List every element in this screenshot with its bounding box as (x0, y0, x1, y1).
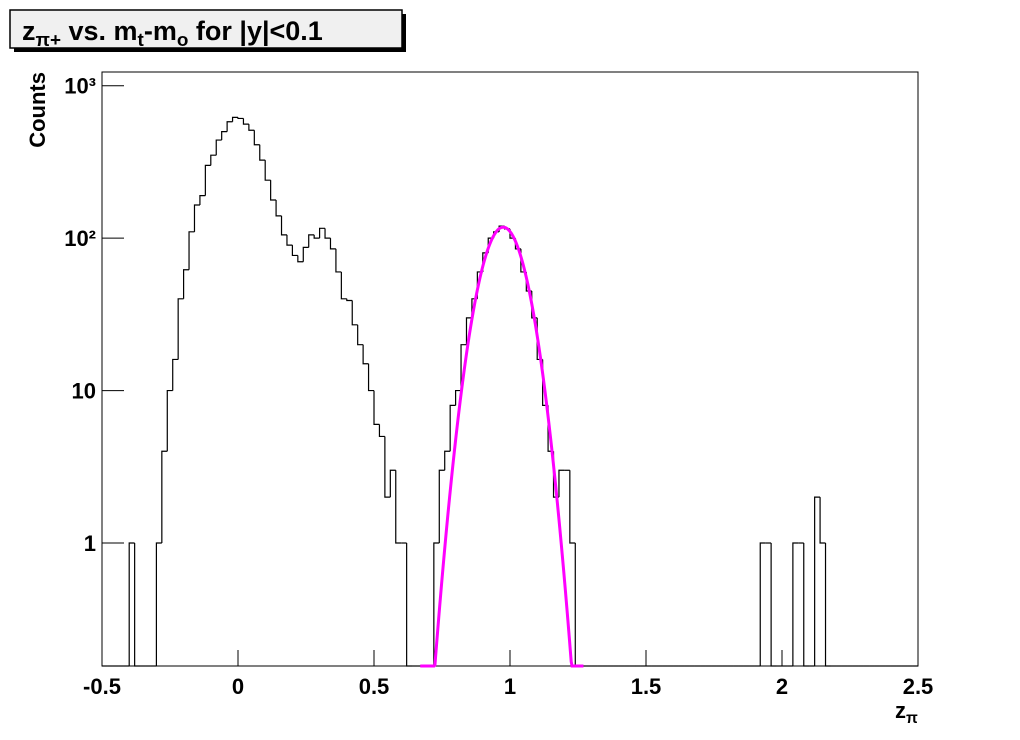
histogram-bin (177, 298, 184, 360)
histogram-bin (259, 144, 266, 161)
histogram-bin (199, 195, 206, 205)
histogram-bin (215, 139, 222, 156)
x-tick-label: 0.5 (359, 674, 390, 699)
histogram-bin (357, 324, 364, 346)
y-axis-label: Counts (25, 72, 50, 148)
title-part: for |y|<0.1 (188, 16, 322, 46)
histogram-bin (286, 234, 293, 246)
histogram-bin (324, 228, 331, 239)
histogram-bin (237, 117, 244, 120)
x-label-part: z (895, 698, 906, 723)
histogram-bin (455, 389, 462, 406)
histogram-bin (384, 436, 391, 498)
histogram-bin (297, 255, 304, 263)
title-box (9, 9, 403, 49)
histogram-bin (210, 154, 217, 166)
histogram-bin (166, 389, 173, 452)
title-part: vs. m (61, 16, 138, 46)
histogram-bin (329, 238, 336, 250)
y-tick-label: 10 (72, 379, 96, 404)
histogram-bin (449, 404, 456, 452)
title-part: -m (144, 16, 177, 46)
histogram-bin (438, 469, 445, 544)
histogram-bin (803, 543, 810, 667)
y-tick-label: 1 (84, 531, 96, 556)
histogram-bin (155, 542, 162, 666)
histogram-bin (193, 204, 200, 232)
histogram-bin (814, 496, 821, 666)
histogram-bin (367, 363, 374, 392)
histogram-bin (128, 542, 135, 666)
x-tick-label: 1 (504, 674, 516, 699)
histogram-bin (188, 231, 195, 270)
histogram-bin (433, 542, 440, 666)
histogram-bin (824, 543, 831, 667)
histogram-bin (351, 300, 358, 326)
histogram-bin (248, 124, 255, 131)
histogram-bin (558, 469, 565, 498)
title-part: t (138, 30, 145, 51)
histogram-bin (444, 450, 451, 471)
histogram-bin (242, 118, 249, 125)
histogram-bin (819, 497, 826, 544)
histogram-bin (231, 116, 238, 122)
histogram-bin (264, 160, 271, 181)
histogram-bin (253, 130, 260, 146)
histogram-bin (346, 298, 353, 302)
x-tick-label: 2.5 (903, 674, 934, 699)
histogram-bin (313, 234, 320, 239)
title-part: o (177, 30, 189, 51)
histogram-bin (770, 543, 777, 667)
histogram-bin (280, 215, 287, 236)
histogram-bin (574, 543, 581, 667)
histogram-bin (134, 543, 141, 667)
x-tick-label: 1.5 (631, 674, 662, 699)
histogram-bin (759, 542, 766, 666)
x-tick-label: 0 (232, 674, 244, 699)
x-tick-label: 2 (776, 674, 788, 699)
histogram-bin (460, 344, 467, 391)
histogram-bin (302, 246, 309, 262)
histogram-bin (569, 470, 576, 544)
histogram-bin (340, 271, 347, 300)
histogram-bin (362, 344, 369, 365)
histogram-bin (373, 390, 380, 425)
plot-frame (101, 71, 919, 667)
x-label-part: π (906, 710, 918, 727)
histogram-bin (389, 469, 396, 498)
histogram-bin (291, 245, 298, 257)
histogram-bin (275, 199, 282, 217)
x-tick-label: -0.5 (83, 674, 121, 699)
histogram-bin (308, 234, 315, 248)
histogram-bin (226, 121, 233, 132)
histogram-bin (221, 130, 228, 141)
histogram-bin (270, 180, 277, 201)
histogram-bin (161, 450, 168, 544)
histogram-bin (406, 543, 413, 667)
title-part: π+ (36, 30, 62, 51)
histogram-bin (465, 317, 472, 345)
y-tick-label: 10³ (64, 74, 96, 99)
histogram-bin (172, 358, 179, 391)
fit-curve (420, 225, 584, 668)
histogram-bin (204, 164, 211, 196)
histogram-bin (792, 542, 799, 666)
histogram-bin (378, 424, 385, 438)
y-tick-label: 10² (64, 226, 96, 251)
chart-title: zπ+ vs. mt-mo for |y|<0.1 (22, 16, 323, 51)
histogram-bin (183, 269, 190, 299)
x-axis-label: zπ (895, 698, 918, 727)
histogram-bin (395, 470, 402, 544)
title-part: z (22, 16, 36, 46)
histogram-bin (319, 227, 326, 239)
histogram-bin (335, 248, 342, 273)
